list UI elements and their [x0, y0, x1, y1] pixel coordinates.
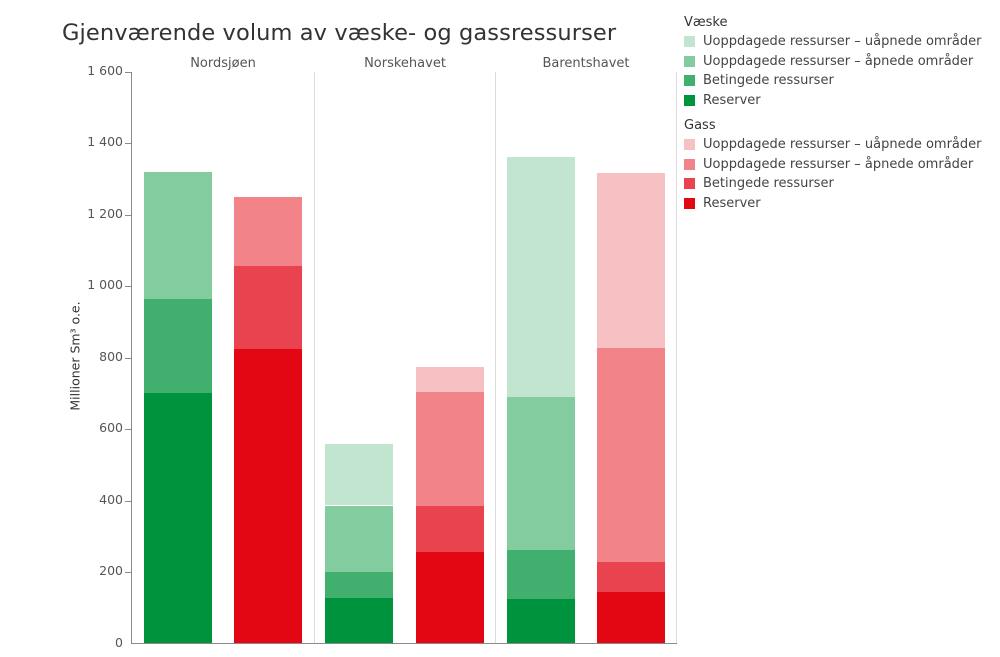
legend-swatch — [684, 94, 695, 106]
legend-swatch — [684, 139, 695, 151]
bar-segment[interactable] — [234, 197, 302, 266]
legend-item[interactable]: Uoppdagede ressurser – uåpnede områder — [684, 135, 982, 155]
panel-header-barentshavet: Barentshavet — [542, 56, 630, 71]
legend-title: Gass — [684, 118, 716, 133]
bar-segment[interactable] — [234, 348, 302, 644]
y-tick-label: 400 — [99, 491, 123, 507]
bar-segment[interactable] — [507, 599, 575, 644]
y-axis-line — [131, 72, 132, 644]
panel-divider — [676, 72, 677, 644]
legend-swatch — [684, 197, 695, 209]
legend-swatch — [684, 178, 695, 190]
y-tick-label: 1 400 — [87, 134, 123, 149]
bar-segment[interactable] — [507, 549, 575, 600]
panel-header-nordsjoen: Nordsjøen — [190, 56, 256, 71]
legend-title: Væske — [684, 15, 728, 30]
legend-label: Uoppdagede ressurser – uåpnede områder — [703, 34, 982, 50]
bar-segment[interactable] — [325, 598, 393, 644]
bar-segment[interactable] — [597, 173, 665, 349]
y-tick-label: 1 600 — [87, 62, 123, 78]
legend-item[interactable]: Uoppdagede ressurser – åpnede områder — [684, 155, 982, 175]
legend-label: Uoppdagede ressurser – uåpnede områder — [703, 137, 982, 153]
panel-header-norskehavet: Norskehavet — [364, 56, 446, 71]
legend: Væske Uoppdagede ressurser – uåpnede omr… — [684, 15, 982, 221]
legend-swatch — [684, 55, 695, 67]
bar-segment[interactable] — [325, 505, 393, 572]
legend-label: Uoppdagede ressurser – åpnede områder — [703, 156, 974, 172]
bar-segment[interactable] — [416, 366, 484, 393]
bar-segment[interactable] — [234, 265, 302, 349]
x-axis-baseline — [131, 643, 677, 644]
legend-item[interactable]: Uoppdagede ressurser – åpnede områder — [684, 52, 982, 72]
legend-item[interactable]: Betingede ressurser — [684, 174, 982, 194]
legend-label: Betingede ressurser — [703, 176, 834, 192]
legend-item[interactable]: Betingede ressurser — [684, 71, 982, 91]
legend-swatch — [684, 36, 695, 48]
bar-segment[interactable] — [144, 298, 212, 393]
legend-label: Reserver — [703, 195, 761, 211]
bar-segment[interactable] — [144, 172, 212, 299]
bar-segment[interactable] — [325, 572, 393, 599]
y-tick-label: 1 200 — [87, 205, 123, 221]
bar-segment[interactable] — [597, 562, 665, 592]
y-tick-label: 800 — [99, 348, 123, 364]
y-tick-mark — [125, 214, 131, 216]
legend-swatch — [684, 75, 695, 87]
bar-segment[interactable] — [507, 397, 575, 550]
y-tick-mark — [125, 286, 131, 287]
y-tick-mark — [125, 572, 131, 573]
legend-group-vaeske: Væske Uoppdagede ressurser – uåpnede omr… — [684, 15, 982, 110]
bar-segment[interactable] — [325, 444, 393, 506]
y-tick-label: 200 — [99, 563, 123, 578]
y-tick-label: 600 — [99, 420, 123, 435]
legend-item[interactable]: Reserver — [684, 91, 982, 111]
chart-title: Gjenværende volum av væske- og gassressu… — [62, 20, 617, 46]
panel-divider — [314, 72, 315, 644]
legend-swatch — [684, 158, 695, 170]
bar-segment[interactable] — [597, 348, 665, 563]
legend-label: Reserver — [703, 92, 761, 108]
y-tick-label: 1 000 — [87, 277, 123, 292]
bar-segment[interactable] — [507, 156, 575, 398]
y-axis-top-cap — [125, 72, 132, 73]
legend-item[interactable]: Reserver — [684, 194, 982, 214]
bar-segment[interactable] — [416, 551, 484, 644]
legend-label: Uoppdagede ressurser – åpnede områder — [703, 53, 974, 69]
legend-item[interactable]: Uoppdagede ressurser – uåpnede områder — [684, 32, 982, 52]
legend-label: Betingede ressurser — [703, 73, 834, 89]
bar-segment[interactable] — [144, 392, 212, 644]
legend-group-gass: Gass Uoppdagede ressurser – uåpnede områ… — [684, 118, 982, 213]
panel-divider — [495, 72, 496, 644]
y-tick-mark — [125, 143, 131, 144]
y-tick-label: 0 — [115, 634, 123, 650]
bar-segment[interactable] — [416, 392, 484, 507]
bar-segment[interactable] — [597, 591, 665, 644]
y-tick-mark — [125, 429, 131, 430]
y-tick-mark — [125, 500, 131, 502]
y-tick-mark — [125, 357, 131, 359]
bar-segment[interactable] — [416, 506, 484, 552]
